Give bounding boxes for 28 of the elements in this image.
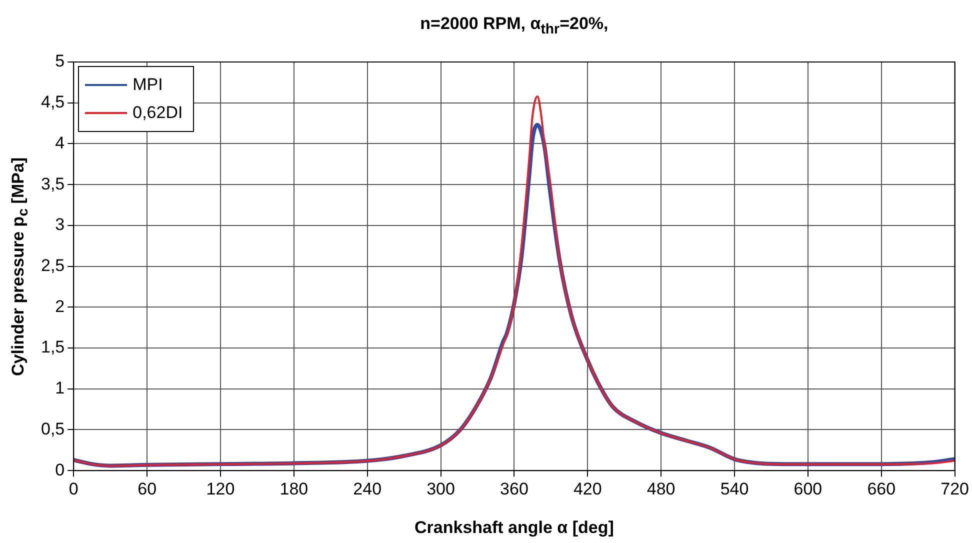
x-tick-label: 180 <box>280 479 308 498</box>
legend-label: 0,62DI <box>132 102 183 124</box>
y-tick-label: 2 <box>55 296 65 316</box>
y-tick-label: 1,5 <box>40 338 65 357</box>
x-tick-label: 600 <box>794 479 822 498</box>
x-tick-label: 420 <box>573 479 602 498</box>
legend-label: MPI <box>132 74 163 96</box>
x-tick-label: 120 <box>206 479 235 498</box>
x-tick-label: 480 <box>646 479 676 498</box>
x-tick-label: 0 <box>68 479 78 498</box>
x-tick-label: 540 <box>720 479 749 498</box>
y-tick-label: 4 <box>55 133 65 152</box>
y-tick-label: 3,5 <box>40 174 65 194</box>
x-tick-label: 240 <box>353 479 382 498</box>
y-tick-label: 1 <box>55 378 65 398</box>
x-tick-label: 720 <box>940 479 970 498</box>
x-tick-label: 60 <box>138 479 157 498</box>
x-tick-label: 660 <box>867 479 896 498</box>
y-tick-label: 2,5 <box>40 256 65 275</box>
x-tick-label: 300 <box>426 479 455 498</box>
y-tick-label: 3 <box>55 215 65 234</box>
y-tick-label: 0,5 <box>40 419 65 438</box>
chart-title: n=2000 RPM, α$_{thr}$=20%, <box>419 14 610 38</box>
y-tick-label: 5 <box>55 52 65 71</box>
y-tick-label: 0 <box>55 460 65 480</box>
y-tick-label: 4,5 <box>40 92 65 112</box>
x-axis-title: Crankshaft angle α [deg] <box>414 518 615 538</box>
x-tick-label: 360 <box>500 479 528 498</box>
